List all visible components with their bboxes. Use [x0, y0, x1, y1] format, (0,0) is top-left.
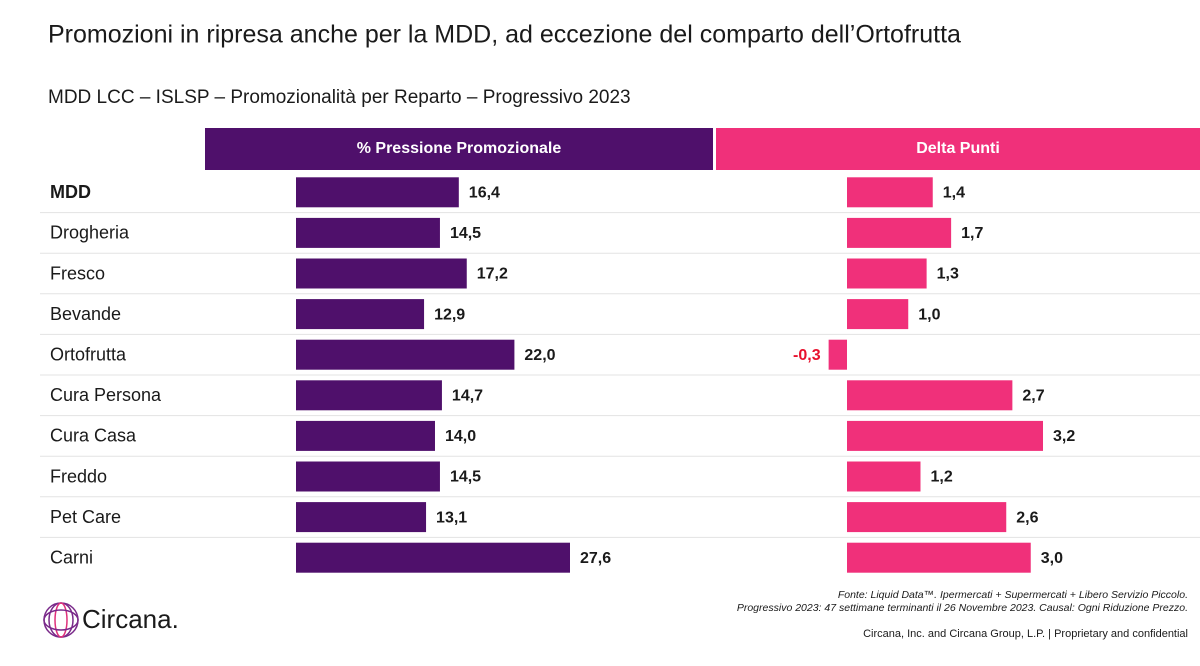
bar [847, 380, 1013, 411]
category-label: Ortofrutta [50, 344, 127, 364]
bar [296, 299, 425, 330]
bar [847, 217, 952, 248]
series-name: % Pressione Promozionale [357, 140, 562, 157]
category-label: Carni [50, 547, 93, 567]
title: Promozioni in ripresa anche per la MDD, … [48, 21, 961, 49]
bar [828, 339, 847, 370]
footer: Circana, Inc. and Circana Group, L.P. | … [863, 628, 1188, 640]
value-label: 14,5 [450, 469, 481, 486]
bar [296, 380, 442, 411]
panel-header [205, 128, 713, 170]
category-label: MDD [50, 182, 91, 202]
source-note: Progressivo 2023: 47 settimane terminant… [737, 602, 1188, 614]
value-label: 17,2 [477, 266, 508, 283]
value-label: 22,0 [524, 347, 555, 364]
source-note: Fonte: Liquid Data™. Ipermercati + Super… [838, 589, 1188, 601]
bar [296, 420, 435, 451]
bar [296, 542, 570, 573]
category-label: Cura Persona [50, 385, 162, 405]
value-label: 2,6 [1016, 509, 1038, 526]
bar [296, 339, 515, 370]
category-label: Freddo [50, 466, 107, 486]
bar [847, 461, 921, 492]
value-label: 1,4 [943, 185, 965, 202]
value-label: 3,0 [1041, 550, 1063, 567]
bar [296, 502, 427, 533]
value-label: -0,3 [793, 347, 821, 364]
value-label: 2,7 [1022, 388, 1044, 405]
value-label: 27,6 [580, 550, 611, 567]
bar [847, 542, 1031, 573]
series-name: Delta Punti [916, 140, 1000, 157]
value-label: 1,7 [961, 225, 983, 242]
category-label: Pet Care [50, 507, 121, 527]
value-label: 1,2 [931, 469, 953, 486]
value-label: 16,4 [469, 185, 500, 202]
category-label: Drogheria [50, 223, 130, 243]
bar [296, 217, 440, 248]
logo-icon [43, 602, 79, 638]
bar [296, 461, 440, 492]
bar [847, 258, 927, 289]
value-label: 1,3 [937, 266, 959, 283]
value-label: 14,5 [450, 225, 481, 242]
logo-text: Circana. [82, 604, 179, 634]
value-label: 3,2 [1053, 428, 1075, 445]
category-label: Bevande [50, 304, 121, 324]
bar [847, 502, 1007, 533]
category-label: Fresco [50, 263, 105, 283]
bar [847, 299, 909, 330]
bar [296, 177, 459, 208]
value-label: 12,9 [434, 306, 465, 323]
value-label: 14,7 [452, 388, 483, 405]
category-label: Cura Casa [50, 426, 137, 446]
bar [847, 420, 1043, 451]
bar [296, 258, 467, 289]
bar [847, 177, 933, 208]
value-label: 14,0 [445, 428, 476, 445]
value-label: 13,1 [436, 509, 467, 526]
panel-header [716, 128, 1200, 170]
value-label: 1,0 [918, 306, 940, 323]
subtitle: MDD LCC – ISLSP – Promozionalità per Rep… [48, 87, 631, 108]
